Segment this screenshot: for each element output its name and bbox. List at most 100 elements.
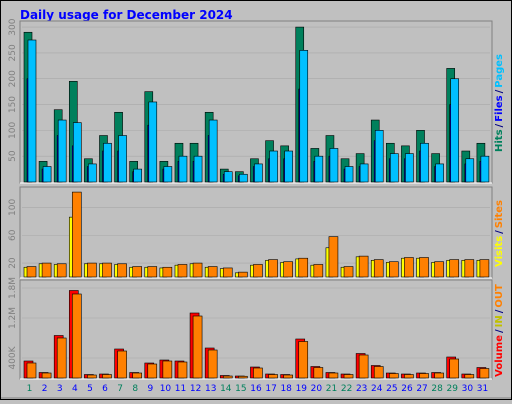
- y-tick-label: 1.8M: [8, 277, 18, 299]
- bar: [479, 259, 490, 278]
- bar: [464, 259, 475, 278]
- bar: [435, 163, 444, 183]
- x-tick-label: 9: [147, 384, 153, 394]
- bar: [268, 374, 278, 379]
- bar: [479, 368, 490, 379]
- bar: [420, 142, 429, 183]
- bar: [389, 373, 399, 379]
- y-tick-label: 300: [8, 18, 18, 35]
- bar: [133, 168, 142, 183]
- bar: [26, 266, 37, 278]
- bar: [405, 153, 414, 183]
- bar: [253, 367, 263, 379]
- bar: [222, 375, 233, 379]
- y-tick-label: 200: [8, 70, 18, 87]
- chart-title: Daily usage for December 2024: [20, 8, 233, 22]
- bar: [118, 135, 127, 183]
- x-tick-label: 30: [462, 384, 474, 394]
- bar: [102, 374, 112, 379]
- bar: [56, 263, 67, 278]
- x-tick-label: 7: [117, 384, 123, 394]
- bar: [390, 153, 399, 183]
- y-tick-label: 100: [8, 199, 18, 216]
- bar: [163, 166, 173, 183]
- x-tick-label: 1: [27, 384, 33, 394]
- y-tick-label: 1.2M: [8, 307, 18, 329]
- x-tick-label: 29: [447, 384, 459, 394]
- y-tick-label: 60: [8, 229, 18, 241]
- legend-entry: Files: [494, 95, 505, 121]
- bar: [343, 374, 354, 379]
- bar: [434, 261, 444, 278]
- bar: [41, 262, 52, 278]
- bar: [313, 367, 324, 379]
- bar: [359, 163, 369, 183]
- bar: [178, 155, 188, 183]
- bar: [419, 373, 429, 379]
- bar: [449, 259, 460, 278]
- legend: Visits / Sites: [494, 200, 505, 267]
- bar: [207, 349, 218, 379]
- bar: [239, 173, 248, 183]
- bar: [26, 362, 37, 379]
- bar: [71, 293, 82, 379]
- bar: [374, 130, 384, 183]
- legend-entry: Visits: [494, 236, 505, 267]
- bar: [117, 350, 127, 379]
- bar: [298, 257, 309, 278]
- bar: [283, 374, 293, 379]
- bar: [72, 122, 82, 183]
- bar: [87, 374, 97, 379]
- bar: [284, 150, 293, 183]
- x-tick-label: 20: [311, 384, 323, 394]
- legend-separator: /: [494, 123, 505, 127]
- bar: [314, 155, 324, 183]
- bar: [328, 372, 339, 379]
- legend-separator: /: [494, 329, 505, 333]
- y-tick-label: 100: [8, 122, 18, 139]
- bar: [41, 372, 52, 379]
- x-tick-label: 28: [431, 384, 443, 394]
- y-tick-label: 150: [8, 96, 18, 113]
- legend-separator: /: [494, 89, 505, 93]
- y-tick-label: 250: [8, 44, 18, 61]
- bar: [404, 374, 414, 379]
- x-tick-label: 11: [175, 384, 186, 394]
- x-tick-label: 17: [265, 384, 276, 394]
- x-tick-label: 26: [401, 384, 413, 394]
- bar: [147, 266, 158, 278]
- bar: [87, 262, 97, 278]
- bar: [434, 372, 444, 379]
- bar: [208, 119, 218, 183]
- bar: [313, 264, 324, 278]
- bar: [404, 257, 414, 278]
- x-tick-label: 14: [220, 384, 232, 394]
- x-tick-label: 3: [57, 384, 63, 394]
- bar: [299, 50, 309, 183]
- bar: [450, 78, 460, 183]
- bar: [27, 39, 37, 183]
- bar: [162, 266, 173, 278]
- bar: [268, 259, 278, 278]
- bar: [71, 191, 82, 278]
- legend-entry: Volume: [494, 335, 505, 377]
- bar: [480, 155, 490, 183]
- bar: [254, 163, 263, 183]
- bar: [298, 341, 309, 379]
- bar: [193, 155, 203, 183]
- x-tick-label: 13: [205, 384, 216, 394]
- bar: [148, 101, 158, 183]
- x-tick-label: 15: [235, 384, 246, 394]
- x-tick-label: 27: [416, 384, 427, 394]
- bar: [102, 262, 112, 278]
- bar: [88, 163, 97, 183]
- bar: [238, 271, 248, 278]
- legend-entry: Hits: [494, 129, 505, 152]
- x-tick-label: 4: [72, 384, 78, 394]
- bar: [57, 119, 67, 183]
- x-tick-label: 10: [160, 384, 172, 394]
- bar: [42, 166, 52, 183]
- bar: [419, 257, 429, 278]
- bar: [177, 361, 188, 379]
